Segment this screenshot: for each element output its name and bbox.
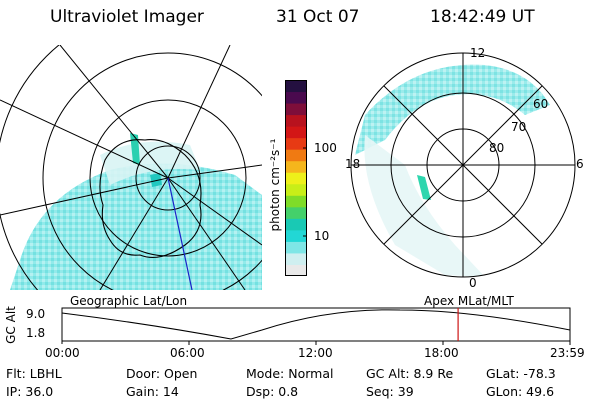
colorbar-cell <box>285 80 307 93</box>
geographic-image-panel <box>0 45 262 290</box>
colorbar-cell <box>285 195 307 208</box>
altitude-ymin-label: 1.8 <box>26 326 46 340</box>
mlt-label-0: 0 <box>469 276 477 290</box>
time-tick-1800: 18:00 <box>424 346 459 360</box>
page-title: Ultraviolet Imager <box>50 7 204 27</box>
mlt-label-12: 12 <box>470 46 486 60</box>
seq-info: Seq: 39 <box>366 384 414 399</box>
colorbar-cell <box>285 264 307 276</box>
colorbar-cell <box>285 103 307 116</box>
colorbar-cell <box>285 218 307 231</box>
mlat-label-70: 70 <box>511 120 527 134</box>
colorbar-cell <box>285 149 307 162</box>
altitude-ymax-label: 9.0 <box>26 307 46 321</box>
colorbar-cell <box>285 172 307 185</box>
mlat-label-60: 60 <box>533 97 549 111</box>
colorbar-cell <box>285 206 307 219</box>
dsp-info: Dsp: 0.8 <box>246 384 299 399</box>
date-label: 31 Oct 07 <box>276 7 360 27</box>
time-label: 18:42:49 UT <box>430 7 535 27</box>
colorbar-frame <box>285 80 307 276</box>
colorbar-cell <box>285 91 307 104</box>
colorbar-cell <box>285 160 307 173</box>
mlt-label-18: 18 <box>345 157 361 171</box>
glon-info: GLon: 49.6 <box>486 384 555 399</box>
colorbar-cell <box>285 126 307 139</box>
magnetic-image-panel <box>350 52 576 278</box>
colorbar-cell <box>285 252 307 265</box>
filter-info: Flt: LBHL <box>6 366 62 381</box>
colorbar-cell <box>285 114 307 127</box>
colorbar-tick-10: 10 <box>314 229 330 243</box>
ip-info: IP: 36.0 <box>6 384 54 399</box>
time-tick-0000: 00:00 <box>45 346 80 360</box>
gain-info: Gain: 14 <box>126 384 179 399</box>
colorbar-cell <box>285 229 307 242</box>
time-tick-1200: 12:00 <box>298 346 333 360</box>
altitude-plot <box>61 307 571 345</box>
right-panel-caption: Apex MLat/MLT <box>424 294 514 308</box>
time-tick-0600: 06:00 <box>170 346 205 360</box>
colorbar-cell <box>285 183 307 196</box>
left-panel-caption: Geographic Lat/Lon <box>70 294 188 308</box>
door-info: Door: Open <box>126 366 198 381</box>
colorbar-cell <box>285 137 307 150</box>
time-tick-2359: 23:59 <box>550 346 585 360</box>
colorbar-tick-100: 100 <box>314 141 337 155</box>
mlat-label-80: 80 <box>489 141 505 155</box>
gc-alt-info: GC Alt: 8.9 Re <box>366 366 454 381</box>
mode-info: Mode: Normal <box>246 366 334 381</box>
mlt-label-6: 6 <box>576 157 584 171</box>
colorbar-cell <box>285 241 307 254</box>
colorbar-label: photon cm⁻²s⁻¹ <box>268 138 282 232</box>
colorbar <box>285 80 307 276</box>
glat-info: GLat: -78.3 <box>486 366 556 381</box>
